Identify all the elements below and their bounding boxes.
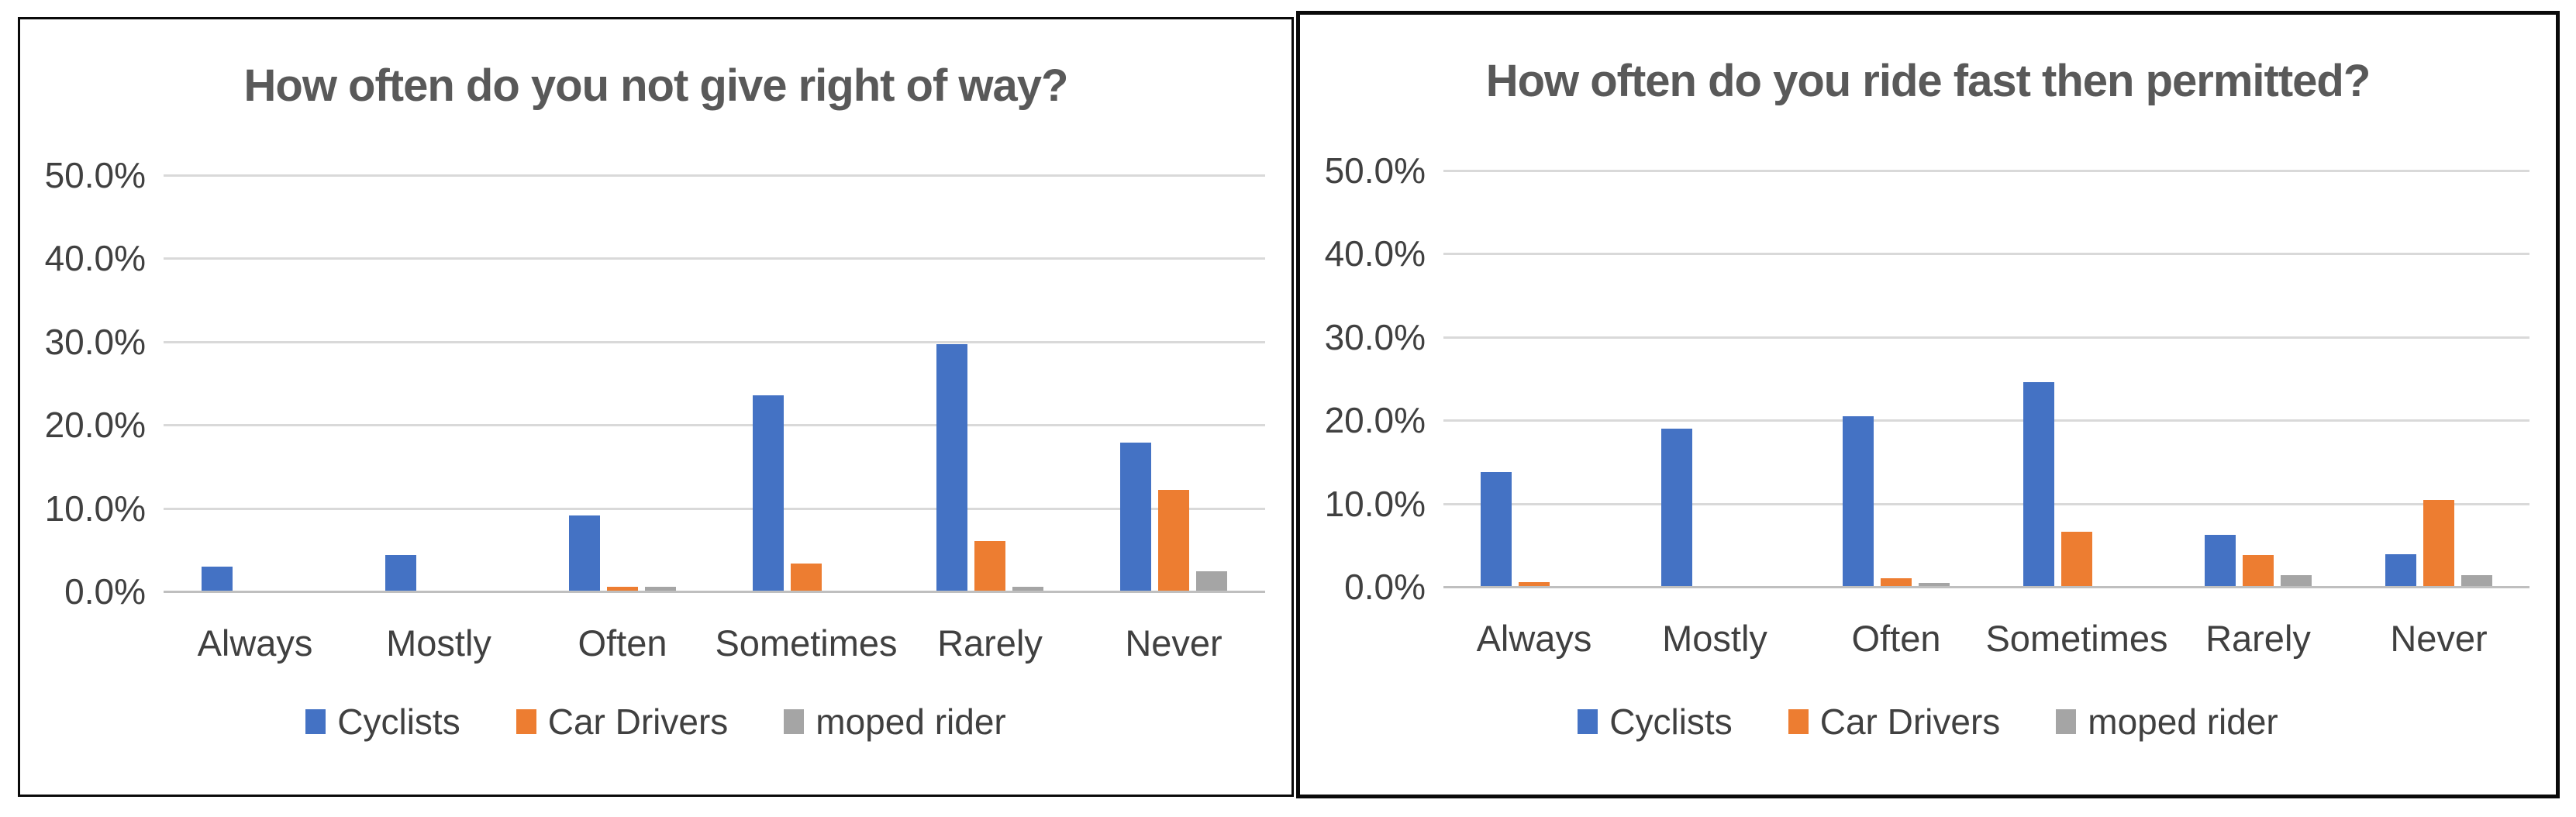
legend-item-car-drivers: Car Drivers bbox=[1788, 702, 2001, 742]
legend-item-moped-rider: moped rider bbox=[2056, 703, 2278, 740]
x-tick-label: Mostly bbox=[386, 622, 491, 664]
gridline bbox=[1443, 253, 2529, 255]
bar-moped-rider-often bbox=[1919, 583, 1950, 586]
y-tick-label: 30.0% bbox=[1324, 317, 1426, 357]
bar-car-drivers-often bbox=[607, 587, 638, 591]
legend-swatch-icon bbox=[1788, 709, 1809, 734]
legend-label: moped rider bbox=[816, 702, 1006, 742]
bar-car-drivers-never bbox=[1158, 490, 1189, 591]
legend-label: Cyclists bbox=[337, 702, 460, 742]
legend-swatch-icon bbox=[516, 709, 536, 734]
legend-item-car-drivers: Car Drivers bbox=[516, 702, 729, 742]
legend-label: Cyclists bbox=[1609, 702, 1733, 742]
bar-moped-rider-never bbox=[2461, 575, 2492, 586]
bar-cyclists-sometimes bbox=[753, 395, 784, 591]
bar-cyclists-always bbox=[1481, 472, 1512, 586]
x-tick-label: Rarely bbox=[937, 622, 1043, 664]
gridline bbox=[164, 257, 1265, 260]
bar-car-drivers-always bbox=[1519, 582, 1550, 586]
legend-swatch-icon bbox=[2056, 709, 2077, 734]
bar-car-drivers-rarely bbox=[2243, 555, 2274, 586]
chart-title: How often do you not give right of way? bbox=[243, 60, 1069, 111]
legend-swatch-icon bbox=[784, 709, 805, 734]
bar-moped-rider-never bbox=[1196, 571, 1227, 591]
legend-item-cyclists: Cyclists bbox=[305, 703, 460, 740]
bar-cyclists-rarely bbox=[936, 344, 967, 591]
x-tick-label: Sometimes bbox=[1985, 618, 2168, 659]
y-tick-label: 20.0% bbox=[44, 405, 146, 445]
gridline bbox=[1443, 170, 2529, 172]
bar-moped-rider-rarely bbox=[2281, 575, 2312, 586]
legend-label: Car Drivers bbox=[547, 702, 729, 742]
y-tick-label: 40.0% bbox=[1324, 233, 1426, 274]
y-tick-label: 20.0% bbox=[1324, 400, 1426, 440]
gridline bbox=[164, 508, 1265, 510]
y-tick-label: 40.0% bbox=[44, 238, 146, 278]
x-tick-label: Rarely bbox=[2205, 618, 2311, 659]
legend: Cyclists Car Drivers moped rider bbox=[20, 703, 1291, 740]
x-tick-label: Always bbox=[197, 622, 313, 664]
y-tick-label: 10.0% bbox=[44, 488, 146, 529]
bar-car-drivers-sometimes bbox=[791, 564, 822, 591]
bar-moped-rider-often bbox=[645, 587, 676, 591]
bar-cyclists-often bbox=[569, 515, 600, 591]
legend-label: Car Drivers bbox=[1819, 702, 2001, 742]
legend-label: moped rider bbox=[2088, 702, 2278, 742]
y-tick-label: 50.0% bbox=[1324, 150, 1426, 191]
bar-car-drivers-often bbox=[1881, 578, 1912, 586]
plot-area: 0.0% 10.0% 20.0% 30.0% 40.0% 50.0% Always Mostl… bbox=[1300, 15, 2556, 795]
legend-swatch-icon bbox=[305, 709, 326, 734]
y-tick-label: 0.0% bbox=[64, 571, 146, 612]
x-tick-label: Never bbox=[2390, 618, 2488, 659]
x-axis-line bbox=[1443, 586, 2529, 588]
gridline bbox=[1443, 336, 2529, 339]
gridline bbox=[164, 174, 1265, 177]
x-axis-line bbox=[164, 591, 1265, 593]
x-tick-label: Mostly bbox=[1662, 618, 1767, 659]
bar-car-drivers-sometimes bbox=[2061, 532, 2092, 586]
bar-cyclists-never bbox=[1120, 443, 1151, 591]
bar-cyclists-often bbox=[1843, 416, 1874, 586]
legend: Cyclists Car Drivers moped rider bbox=[1300, 703, 2556, 740]
bar-cyclists-mostly bbox=[385, 555, 416, 591]
bar-cyclists-rarely bbox=[2205, 535, 2236, 586]
gridline bbox=[1443, 419, 2529, 422]
y-tick-label: 0.0% bbox=[1344, 567, 1426, 607]
x-tick-label: Sometimes bbox=[715, 622, 898, 664]
chart-ride-fast-then-permitted: How often do you ride fast then permitte… bbox=[1296, 11, 2560, 798]
plot-area: 0.0% 10.0% 20.0% 30.0% 40.0% 50.0% Always Mostl… bbox=[20, 19, 1291, 795]
bar-cyclists-always bbox=[202, 567, 233, 591]
bar-cyclists-sometimes bbox=[2023, 382, 2054, 586]
gridline bbox=[164, 341, 1265, 343]
x-tick-label: Often bbox=[578, 622, 667, 664]
chart-title: How often do you ride fast then permitte… bbox=[1485, 56, 2371, 106]
y-tick-label: 30.0% bbox=[44, 322, 146, 362]
y-tick-label: 50.0% bbox=[44, 155, 146, 195]
bar-car-drivers-rarely bbox=[974, 541, 1005, 591]
gridline bbox=[164, 424, 1265, 426]
legend-item-cyclists: Cyclists bbox=[1578, 702, 1733, 742]
x-tick-label: Never bbox=[1125, 622, 1222, 664]
chart-not-give-right-of-way: How often do you not give right of way? … bbox=[18, 17, 1294, 797]
bar-car-drivers-never bbox=[2423, 500, 2454, 586]
legend-item-moped-rider: moped rider bbox=[784, 702, 1006, 742]
x-tick-label: Always bbox=[1476, 618, 1592, 659]
x-tick-label: Often bbox=[1851, 618, 1941, 659]
y-tick-label: 10.0% bbox=[1324, 484, 1426, 524]
bar-moped-rider-rarely bbox=[1012, 587, 1043, 591]
bar-cyclists-mostly bbox=[1661, 429, 1692, 586]
gridline bbox=[1443, 503, 2529, 505]
bar-cyclists-never bbox=[2385, 554, 2416, 586]
legend-swatch-icon bbox=[1578, 709, 1598, 734]
